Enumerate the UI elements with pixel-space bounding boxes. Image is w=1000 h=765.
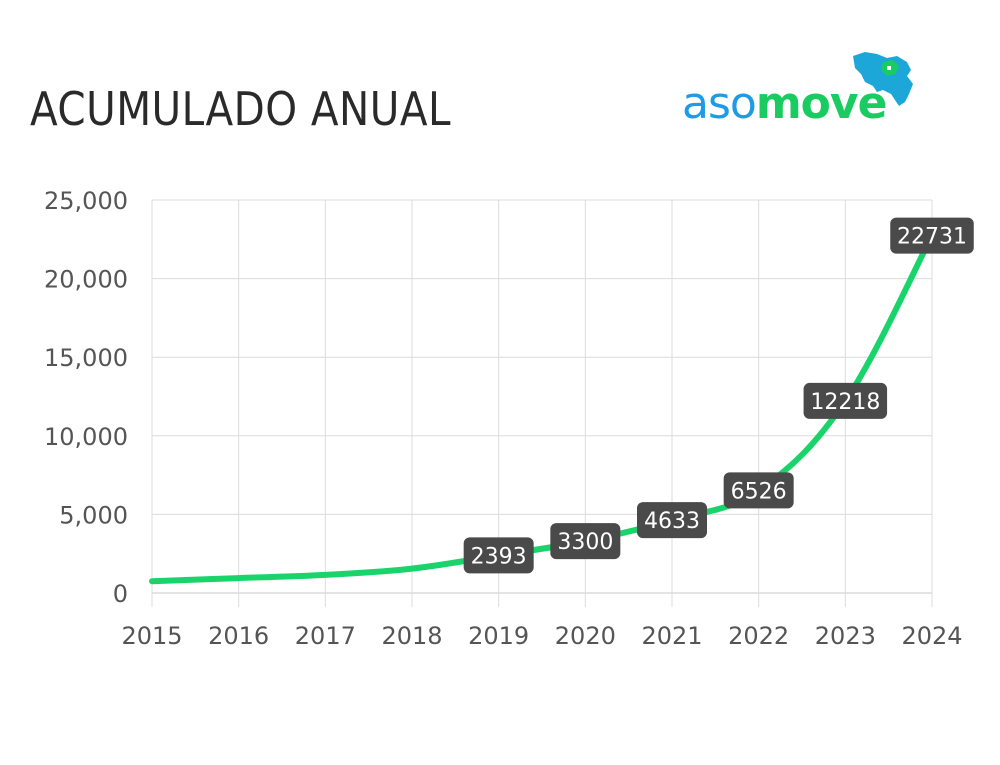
data-label-box	[890, 217, 974, 254]
x-tick-label: 2019	[468, 622, 529, 650]
data-label: 2393	[463, 537, 534, 574]
y-axis-ticks: 0 5,000 10,000 15,000 20,000 25,000	[44, 187, 128, 608]
data-labels: 2393 3300 4633 6526 12218 22731	[463, 217, 974, 574]
data-label: 4633	[637, 502, 707, 539]
data-label-box	[803, 382, 888, 419]
data-label-text: 12218	[810, 390, 880, 415]
data-label: 12218	[803, 382, 888, 419]
data-label: 6526	[723, 472, 794, 509]
x-tick-label: 2024	[901, 622, 962, 650]
asomove-logo: asomove	[682, 48, 922, 148]
x-tick-label: 2018	[381, 622, 442, 650]
y-tick-label: 15,000	[44, 344, 128, 372]
logo-text-move: move	[755, 78, 888, 129]
page-title: ACUMULADO ANUAL	[30, 82, 451, 136]
logo-wordmark: asomove	[682, 78, 888, 129]
data-label-text: 2393	[471, 544, 527, 569]
y-tick-label: 0	[113, 580, 128, 608]
x-tick-label: 2015	[121, 622, 182, 650]
data-label-box	[637, 502, 707, 539]
x-tick-label: 2022	[728, 622, 789, 650]
x-tick-label: 2016	[208, 622, 269, 650]
data-label-text: 22731	[897, 225, 967, 250]
logo-text-aso: aso	[682, 78, 757, 129]
data-label-box	[463, 537, 534, 574]
data-label-box	[723, 472, 794, 509]
y-tick-label: 25,000	[44, 187, 128, 215]
y-tick-label: 20,000	[44, 266, 128, 294]
x-axis-ticks: 2015 2016 2017 2018 2019 2020 2021 2022 2023 2024	[121, 622, 962, 650]
costa-rica-map-icon	[853, 52, 913, 106]
y-tick-label: 5,000	[59, 501, 128, 529]
data-label: 3300	[550, 523, 621, 560]
data-label-text: 4633	[644, 509, 700, 534]
data-label-box	[550, 523, 621, 560]
x-tick-label: 2017	[295, 622, 356, 650]
y-tick-label: 10,000	[44, 423, 128, 451]
data-label-text: 3300	[557, 530, 613, 555]
x-tick-label: 2023	[815, 622, 876, 650]
x-tick-label: 2021	[641, 622, 702, 650]
data-label: 22731	[890, 217, 974, 254]
data-label-text: 6526	[731, 479, 787, 504]
x-tick-label: 2020	[555, 622, 616, 650]
